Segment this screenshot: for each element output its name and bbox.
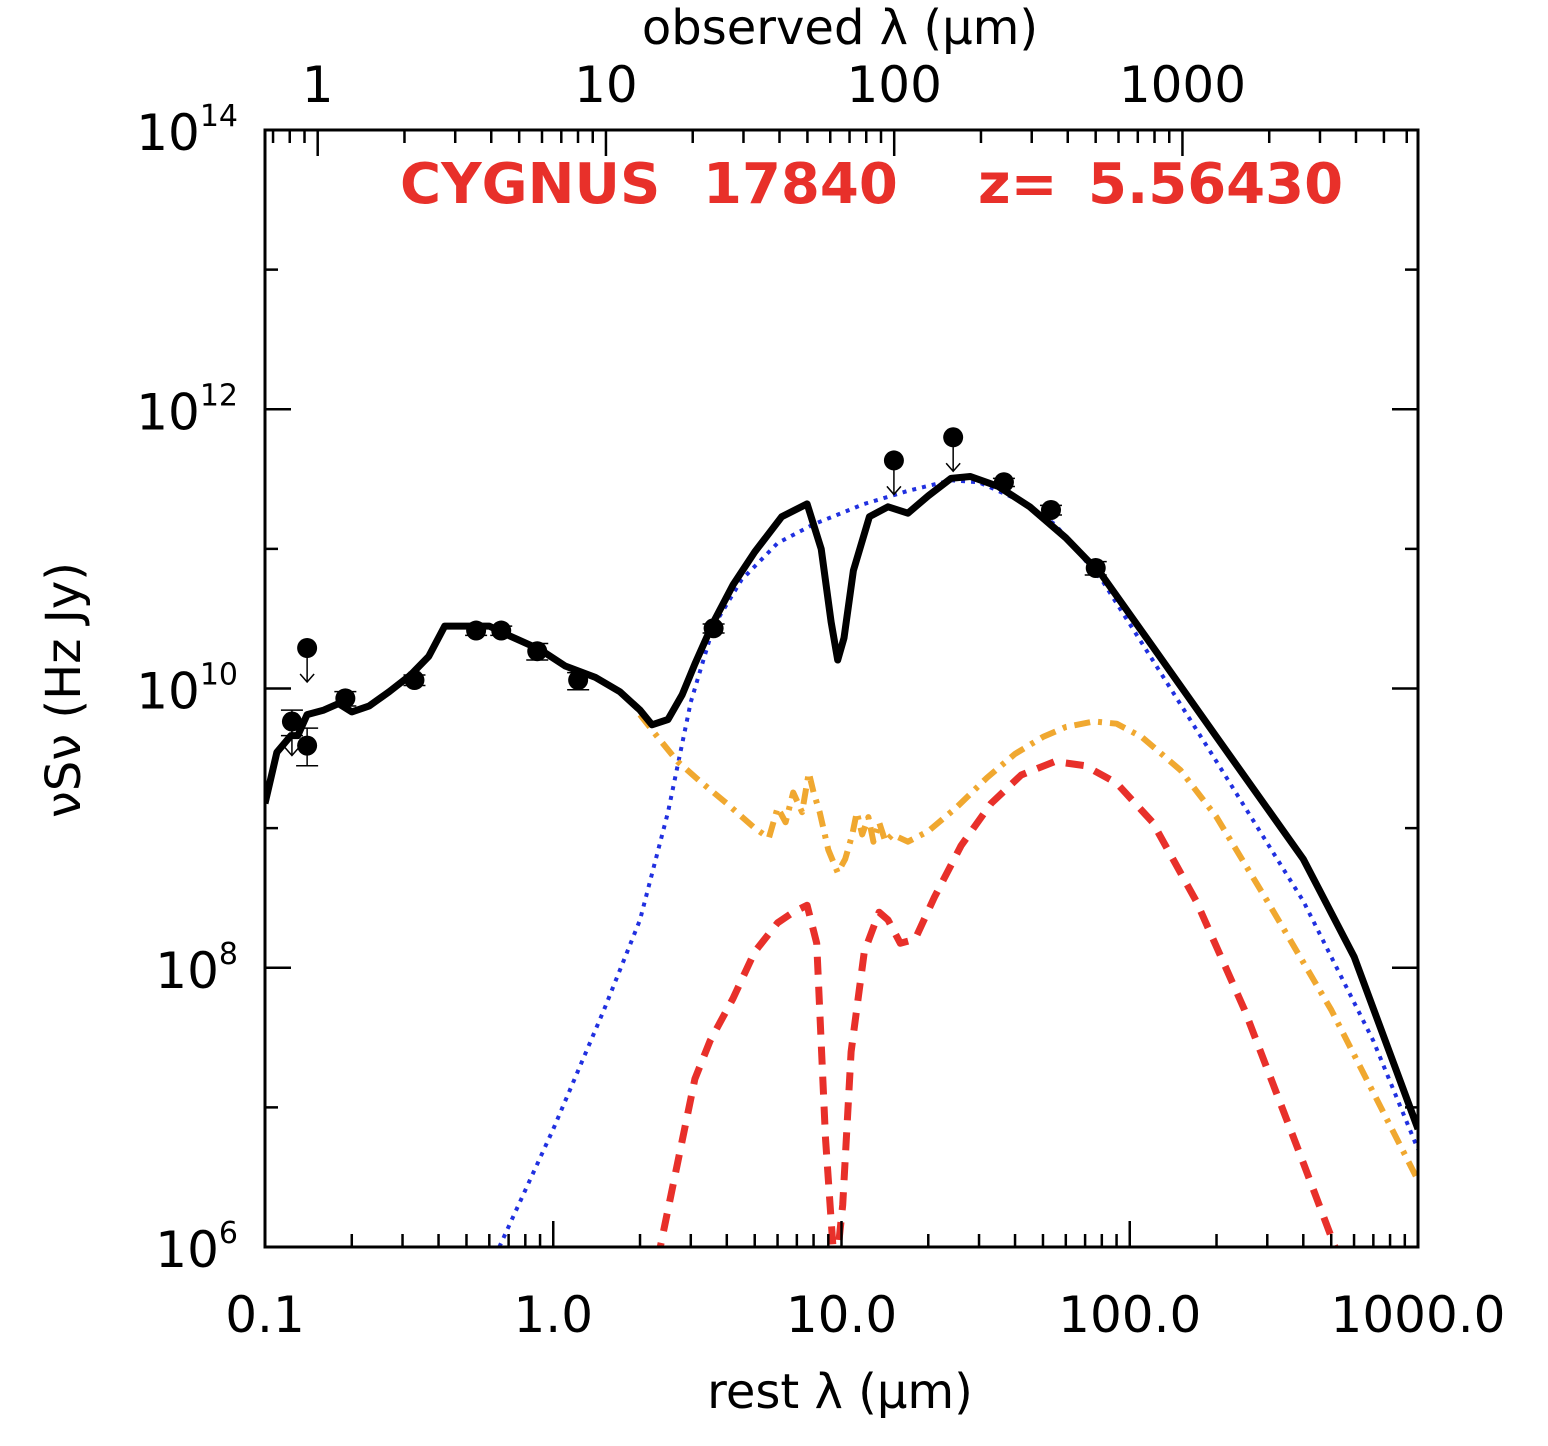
data-marker <box>883 450 904 471</box>
x-tick-label: 1000.0 <box>1331 1286 1506 1344</box>
top-x-tick-label: 100 <box>846 56 941 114</box>
data-point-3 <box>334 688 357 709</box>
data-point-13 <box>1039 499 1062 520</box>
y-axis-title: νSν (Hz Jy) <box>36 562 92 818</box>
y-tick-base: 10 <box>155 1221 219 1279</box>
chart-title: CYGNUS 17840 z= 5.56430 <box>400 152 1343 217</box>
y-tick-exponent: 14 <box>200 99 238 134</box>
y-tick-base: 10 <box>136 104 200 162</box>
y-tick-label: 1014 <box>136 99 238 162</box>
y-tick-label: 1012 <box>136 378 238 441</box>
data-point-12 <box>992 472 1015 493</box>
upper-limit-arrow-icon <box>945 462 961 473</box>
data-marker <box>491 620 512 641</box>
data-point-7 <box>526 641 549 662</box>
x-tick-label: 1.0 <box>513 1286 593 1344</box>
series-starburst-component <box>637 712 1418 1182</box>
data-marker <box>568 670 589 691</box>
data-point-5 <box>465 620 488 641</box>
data-marker <box>466 620 487 641</box>
data-point-1 <box>297 638 318 684</box>
x-tick-label: 0.1 <box>225 1286 305 1344</box>
top-axis-title: observed λ (μm) <box>642 0 1038 56</box>
data-point-10 <box>883 450 904 496</box>
data-point-4 <box>403 670 426 691</box>
y-tick-label: 108 <box>155 937 238 1000</box>
data-marker <box>297 638 318 659</box>
y-tick-exponent: 8 <box>219 937 238 972</box>
data-marker <box>404 670 425 691</box>
axes-layer: 0.1 1.0 10.0 100.0 1000.01 10 100 1000106108101… <box>136 56 1505 1344</box>
data-marker <box>297 735 318 756</box>
data-marker <box>1085 557 1106 578</box>
title-z-label: z= <box>978 152 1058 217</box>
top-x-tick-label: 1000 <box>1119 56 1246 114</box>
data-point-9 <box>702 618 725 639</box>
x-tick-label: 100.0 <box>1058 1286 1201 1344</box>
data-point-6 <box>490 620 513 641</box>
x-axis-title: rest λ (μm) <box>707 1364 973 1420</box>
upper-limit-arrow-icon <box>284 747 300 757</box>
y-tick-exponent: 10 <box>200 658 238 693</box>
data-point-2 <box>296 727 319 767</box>
data-point-11 <box>943 427 964 473</box>
data-point-14 <box>1084 557 1107 578</box>
y-tick-label: 106 <box>155 1216 238 1279</box>
data-point-8 <box>567 670 590 691</box>
plot-frame <box>263 128 1420 1249</box>
upper-limit-arrow-icon <box>299 673 315 684</box>
title-id: 17840 <box>703 152 898 217</box>
data-point-0 <box>280 709 303 757</box>
y-tick-exponent: 12 <box>200 378 238 413</box>
series-modified-blackbody <box>497 478 1418 1247</box>
data-marker <box>335 688 356 709</box>
data-marker <box>1040 499 1061 520</box>
observations-layer <box>280 427 1107 767</box>
y-tick-base: 10 <box>136 663 200 721</box>
top-x-tick-label: 10 <box>574 56 638 114</box>
series-total-model <box>265 473 1418 1131</box>
data-marker <box>527 641 548 662</box>
x-tick-label: 10.0 <box>786 1286 897 1344</box>
y-tick-exponent: 6 <box>219 1216 238 1251</box>
upper-limit-arrow-icon <box>886 485 902 496</box>
series-agn-cold-dust-component <box>656 758 1339 1247</box>
data-marker <box>703 618 724 639</box>
data-marker <box>281 711 302 732</box>
data-marker <box>993 472 1014 493</box>
y-tick-label: 1010 <box>136 658 238 721</box>
y-tick-base: 10 <box>155 942 219 1000</box>
top-x-tick-label: 1 <box>302 56 334 114</box>
y-tick-base: 10 <box>136 383 200 441</box>
series-layer <box>265 473 1418 1247</box>
title-z-value: 5.56430 <box>1088 152 1343 217</box>
title-survey: CYGNUS <box>400 152 660 217</box>
data-marker <box>943 427 964 448</box>
